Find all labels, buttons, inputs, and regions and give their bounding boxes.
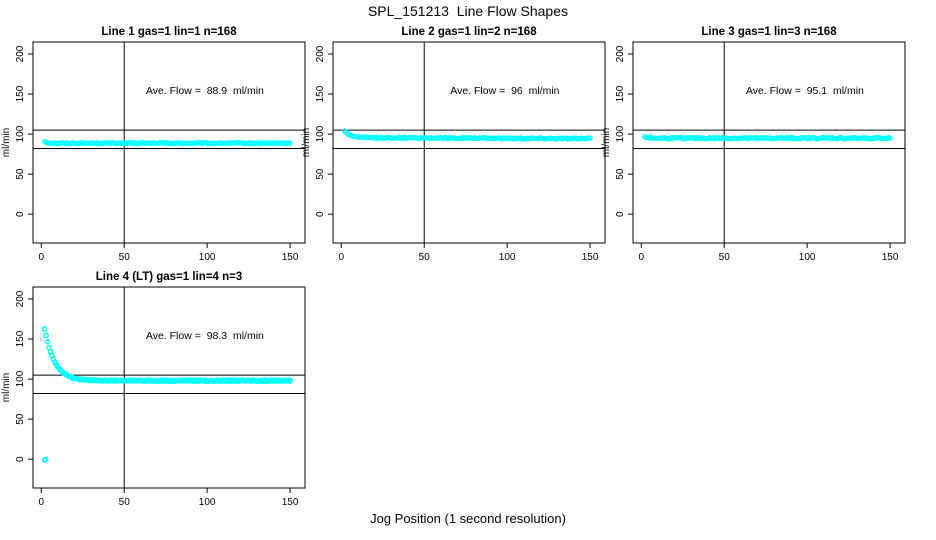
- x-tick-label: 100: [799, 252, 816, 263]
- x-tick-label: 50: [719, 252, 731, 263]
- scatter-points-panel3: [641, 134, 893, 142]
- plot-box-panel3: [632, 41, 906, 244]
- y-tick-label: 0: [15, 456, 26, 462]
- x-tick-label: 150: [282, 497, 299, 508]
- x-tick-label: 100: [199, 252, 216, 263]
- x-tick-label: 100: [199, 497, 216, 508]
- x-tick-label: 150: [882, 252, 899, 263]
- panel-title-4: Line 4 (LT) gas=1 lin=4 n=3: [96, 271, 242, 283]
- plot-box-panel4: [32, 286, 306, 489]
- y-tick-label: 200: [15, 45, 26, 62]
- ave-flow-annotation-panel2: Ave. Flow = 96 ml/min: [450, 85, 559, 97]
- x-tick-label: 50: [119, 497, 131, 508]
- x-tick-label: 150: [282, 252, 299, 263]
- data-point: [287, 140, 293, 146]
- data-point: [41, 326, 48, 332]
- data-point: [44, 338, 51, 345]
- scatter-points-panel4: [41, 326, 293, 463]
- data-point: [587, 135, 593, 141]
- data-point: [43, 332, 49, 338]
- y-tick-label: 50: [615, 168, 626, 180]
- y-tick-label: 150: [615, 85, 626, 102]
- panel-title-1: Line 1 gas=1 lin=1 n=168: [101, 26, 237, 38]
- y-tick-label: 200: [15, 290, 26, 307]
- y-tick-label: 150: [315, 85, 326, 102]
- x-tick-label: 50: [119, 252, 131, 263]
- panel-title-3: Line 3 gas=1 lin=3 n=168: [701, 26, 837, 38]
- x-tick-label: 0: [39, 497, 45, 508]
- scatter-points-panel2: [341, 128, 593, 142]
- ave-flow-annotation-panel1: Ave. Flow = 88.9 ml/min: [146, 85, 264, 97]
- y-tick-label: 100: [15, 370, 26, 387]
- y-tick-label: 200: [615, 45, 626, 62]
- y-tick-label: 150: [15, 85, 26, 102]
- y-axis-label-panel1: ml/min: [1, 128, 12, 157]
- y-tick-label: 100: [315, 125, 326, 142]
- y-tick-label: 0: [15, 211, 26, 217]
- outlier-point: [43, 456, 49, 462]
- y-axis-label-panel4: ml/min: [1, 373, 12, 402]
- plot-box-panel2: [332, 41, 606, 244]
- plot-box-panel1: [32, 41, 306, 244]
- scatter-points-panel1: [41, 138, 293, 147]
- y-tick-label: 100: [15, 125, 26, 142]
- ave-flow-annotation-panel4: Ave. Flow = 98.3 ml/min: [146, 330, 264, 342]
- figure-xlabel: Jog Position (1 second resolution): [370, 511, 566, 526]
- y-tick-label: 50: [315, 168, 326, 180]
- y-tick-label: 200: [315, 45, 326, 62]
- x-tick-label: 100: [499, 252, 516, 263]
- x-tick-label: 0: [639, 252, 645, 263]
- y-tick-label: 0: [315, 211, 326, 217]
- y-tick-label: 100: [615, 125, 626, 142]
- y-tick-label: 150: [15, 330, 26, 347]
- x-tick-label: 0: [339, 252, 345, 263]
- data-point: [287, 377, 293, 384]
- panel-title-2: Line 2 gas=1 lin=2 n=168: [401, 26, 537, 38]
- figure-title: SPL_151213 Line Flow Shapes: [367, 3, 569, 19]
- x-tick-label: 50: [419, 252, 431, 263]
- y-tick-label: 50: [15, 413, 26, 425]
- x-tick-label: 150: [582, 252, 599, 263]
- x-tick-label: 0: [39, 252, 45, 263]
- ave-flow-annotation-panel3: Ave. Flow = 95.1 ml/min: [746, 85, 864, 97]
- data-point: [887, 135, 893, 141]
- y-axis-label-panel3: ml/min: [601, 128, 612, 157]
- y-axis-label-panel2: ml/min: [301, 128, 312, 157]
- y-tick-label: 50: [15, 168, 26, 180]
- y-tick-label: 0: [615, 211, 626, 217]
